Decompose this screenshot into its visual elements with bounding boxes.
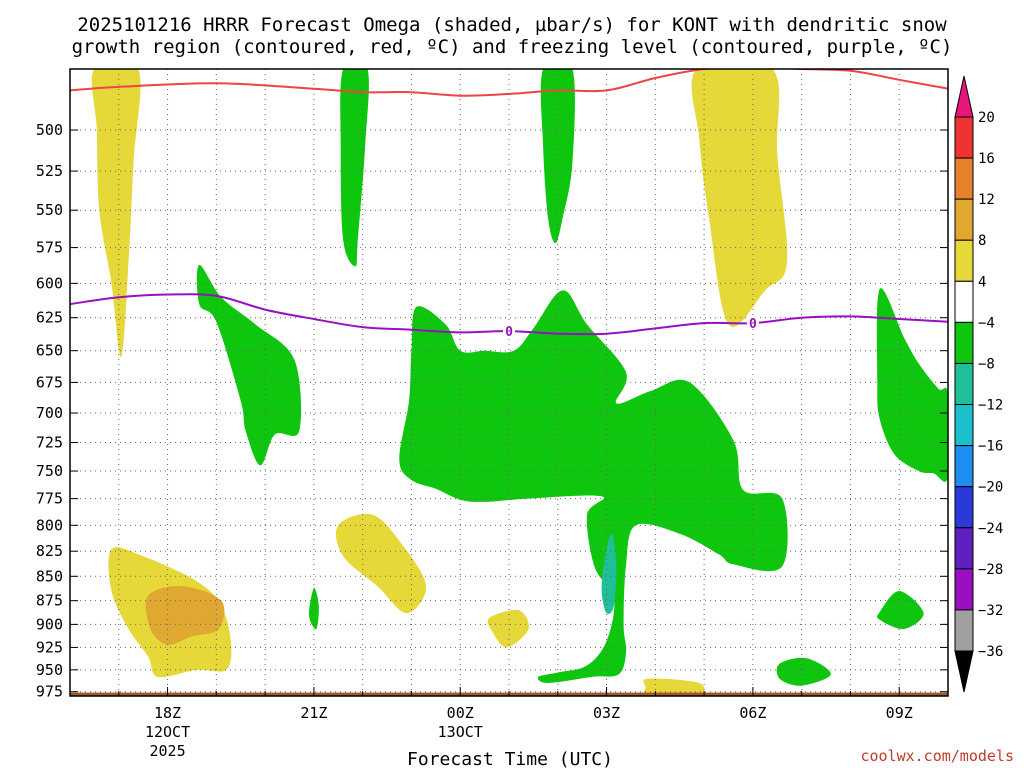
colorbar-label-10: −24 <box>978 521 1003 537</box>
contour-label-0: 0 <box>505 325 513 340</box>
colorbar-label-3: 8 <box>978 233 986 249</box>
x-tick-label-2-2: 2025 <box>149 742 185 760</box>
colorbar: 20 16 12 8 4 −4 −8 −12 −16 −20 −24 −28 −32 −36 <box>954 75 1003 693</box>
colorbar-bin-0 <box>954 116 974 159</box>
shaded-region-8 <box>540 69 575 244</box>
contour-label-bg-1 <box>746 315 759 330</box>
colorbar-label-9: −20 <box>978 480 1003 496</box>
y-tick-label-600: 600 <box>36 274 63 292</box>
shaded-region-5 <box>643 678 705 696</box>
colorbar-bin-7 <box>954 404 974 447</box>
colorbar-bin-4 <box>954 280 974 323</box>
x-axis-label: Forecast Time (UTC) <box>407 749 613 768</box>
colorbar-label-12: −32 <box>978 603 1003 619</box>
shaded-regions <box>91 69 948 696</box>
colorbar-label-7: −12 <box>978 398 1003 414</box>
colorbar-label-11: −28 <box>978 562 1003 578</box>
shaded-region-12 <box>876 590 924 630</box>
y-tick-label-875: 875 <box>36 592 63 610</box>
y-tick-label-925: 925 <box>36 638 63 656</box>
colorbar-bin-10 <box>954 527 974 570</box>
colorbar-label-4: 4 <box>978 274 986 290</box>
x-tick-label-14-0: 06Z <box>739 704 766 722</box>
shaded-region-9 <box>196 264 302 466</box>
shaded-region-13 <box>308 587 319 630</box>
shaded-region-14 <box>776 657 831 686</box>
x-tick-label-5-0: 21Z <box>300 704 327 722</box>
colorbar-bin-12 <box>954 609 974 652</box>
shaded-region-10 <box>399 290 788 683</box>
chart-title-line-1: 2025101216 HRRR Forecast Omega (shaded, … <box>77 14 947 36</box>
y-tick-label-625: 625 <box>36 309 63 327</box>
colorbar-bin-9 <box>954 486 974 529</box>
colorbar-bin-6 <box>954 362 974 406</box>
colorbar-label-0: 20 <box>978 110 995 126</box>
shaded-region-11 <box>876 288 948 482</box>
colorbar-bin-11 <box>954 568 974 611</box>
contour-line-0 <box>70 69 948 97</box>
colorbar-bin-5 <box>954 321 974 364</box>
y-tick-label-750: 750 <box>36 462 63 480</box>
colorbar-label-13: −36 <box>978 644 1003 660</box>
y-tick-label-775: 775 <box>36 490 63 508</box>
colorbar-bin-2 <box>954 198 974 241</box>
y-tick-label-525: 525 <box>36 162 63 180</box>
y-tick-label-950: 950 <box>36 661 63 679</box>
credit-text: coolwx.com/models <box>860 747 1014 765</box>
shaded-region-4 <box>487 609 529 648</box>
y-tick-label-500: 500 <box>36 121 63 139</box>
y-tick-label-700: 700 <box>36 404 63 422</box>
shaded-region-3 <box>335 513 427 614</box>
colorbar-bottom-arrow <box>954 650 974 693</box>
contour-label-bg-0 <box>503 323 515 338</box>
x-tick-label-2-1: 12OCT <box>145 723 190 741</box>
colorbar-label-5: −4 <box>978 315 995 331</box>
y-tick-label-575: 575 <box>36 239 63 257</box>
y-tick-label-650: 650 <box>36 342 63 360</box>
x-tick-label-2-0: 18Z <box>154 704 181 722</box>
shaded-region-0 <box>91 69 141 358</box>
y-axis: 500 525 550 575 600 625 650 675 700 725 750 775 800 8… <box>36 121 948 701</box>
colorbar-top-arrow <box>954 75 974 118</box>
y-tick-label-800: 800 <box>36 516 63 534</box>
contour-label-1: 0 <box>749 317 757 332</box>
y-tick-label-550: 550 <box>36 201 63 219</box>
chart-title-line-2: growth region (contoured, red, ºC) and f… <box>72 36 953 58</box>
y-tick-label-850: 850 <box>36 567 63 585</box>
y-tick-label-825: 825 <box>36 542 63 560</box>
x-tick-label-11-0: 03Z <box>593 704 620 722</box>
shaded-region-15 <box>601 533 617 614</box>
colorbar-label-2: 12 <box>978 192 995 208</box>
y-tick-label-975: 975 <box>36 683 63 701</box>
x-tick-label-17-0: 09Z <box>886 704 913 722</box>
colorbar-label-6: −8 <box>978 356 995 372</box>
colorbar-label-1: 16 <box>978 151 995 167</box>
y-tick-label-675: 675 <box>36 373 63 391</box>
colorbar-bin-3 <box>954 239 974 282</box>
y-tick-label-900: 900 <box>36 615 63 633</box>
shaded-region-1 <box>691 69 788 327</box>
x-tick-label-8-1: 13OCT <box>438 723 483 741</box>
colorbar-bin-1 <box>954 157 974 200</box>
shaded-region-7 <box>340 69 369 267</box>
colorbar-bin-8 <box>954 445 974 488</box>
y-tick-label-725: 725 <box>36 434 63 452</box>
x-tick-label-8-0: 00Z <box>447 704 474 722</box>
colorbar-label-8: −16 <box>978 439 1003 455</box>
